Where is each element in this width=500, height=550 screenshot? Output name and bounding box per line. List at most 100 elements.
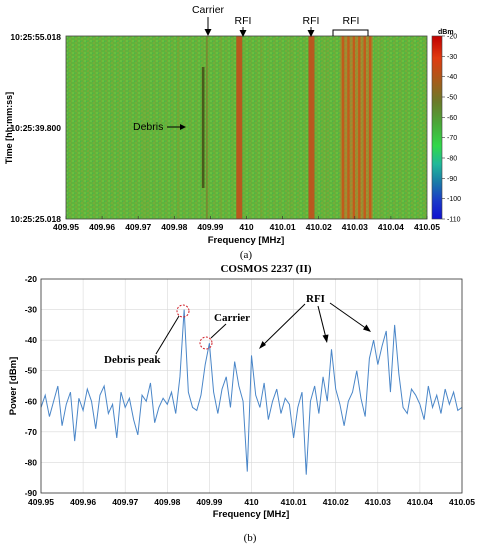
carrier-arrow-head [204, 29, 212, 36]
carrier-circle [199, 336, 213, 350]
spectrum-x-ticks: 409.95 409.96 409.97 409.98 409.99 410 410.01 4… [28, 497, 475, 507]
rfi-arrow-left [261, 303, 306, 347]
spectrum-frame [40, 278, 463, 494]
colorbar-tick-label: -90 [447, 176, 457, 183]
colorbar-tick-label: -20 [447, 34, 457, 41]
waterfall-x-tick-label: 409.97 [125, 222, 151, 232]
waterfall-panel: 409.95 409.96 409.97 409.98 409.99 410 410.01 4… [4, 4, 461, 261]
rfi-bracket [332, 29, 369, 36]
spectrum-y-tick-label: -60 [25, 396, 38, 406]
waterfall-streak [288, 36, 291, 219]
rfi-band [236, 36, 243, 219]
rfi-arrow-head-2 [307, 30, 315, 37]
rfi-arrow-right [329, 302, 368, 330]
waterfall-y-axis-label: Time [hh:mm:ss] [4, 92, 14, 164]
spectrum-panel: COSMOS 2237 (II) 409.95 409.96 409.97 409.9… [8, 263, 475, 544]
rfi-band-line [368, 36, 372, 219]
colorbar-tick-label: -100 [447, 196, 461, 203]
rfi-arrow-right-head [363, 324, 371, 332]
spectrum-y-axis-label: Power [dBm] [8, 357, 19, 416]
rfi-band-line [358, 36, 361, 219]
debris-label: Debris [133, 121, 163, 133]
colorbar-ticks: -20 -30 -40 -50 -60 -70 -80 -90 -100 -110 [442, 34, 461, 224]
debris-arrow-head [180, 124, 186, 130]
rfi-label-3: RFI [343, 15, 360, 27]
spectrum-y-tick-label: -80 [25, 457, 38, 467]
spectrum-y-tick-label: -50 [25, 366, 38, 376]
carrier-annotation-arrow [210, 323, 227, 339]
colorbar-tick-label: -50 [447, 95, 457, 102]
rfi-label-1: RFI [235, 15, 252, 27]
time-tick-bottom: 10:25:25.018 [10, 214, 61, 224]
spectrum-x-tick-label: 410.02 [323, 497, 349, 507]
rfi-annotation-label: RFI [306, 293, 325, 305]
waterfall-streak [144, 36, 147, 219]
spectrum-x-tick-label: 410.01 [281, 497, 307, 507]
carrier-band [205, 36, 208, 219]
spectrum-x-tick-label: 409.95 [28, 497, 54, 507]
carrier-label: Carrier [192, 4, 225, 16]
spectrum-x-axis-label: Frequency [MHz] [213, 509, 290, 520]
colorbar-unit: dBm [438, 29, 454, 36]
waterfall-x-axis-label: Frequency [MHz] [208, 235, 285, 246]
rfi-arrow-left-head [259, 341, 266, 349]
time-tick-middle: 10:25:39.800 [10, 123, 61, 133]
rfi-arrow-middle-head [322, 334, 329, 343]
spectrum-y-tick-label: -70 [25, 427, 38, 437]
spectrum-x-tick-label: 409.98 [154, 497, 180, 507]
spectrum-y-ticks: -20 -30 -40 -50 -60 -70 -80 -90 [25, 274, 38, 498]
debris-peak-arrow [155, 315, 180, 355]
panel-b-caption: (b) [244, 532, 257, 544]
carrier-annotation-label: Carrier [214, 312, 250, 324]
debris-trace [201, 67, 205, 188]
waterfall-streak [259, 36, 262, 219]
rfi-band-line [352, 36, 356, 219]
spectrum-y-tick-label: -20 [25, 274, 38, 284]
waterfall-x-tick-label: 410.01 [270, 222, 296, 232]
waterfall-x-tick-label: 410.05 [414, 222, 440, 232]
waterfall-x-tick-label: 409.96 [89, 222, 115, 232]
waterfall-x-ticks: 409.95 409.96 409.97 409.98 409.99 410 410.01 4… [53, 216, 440, 232]
spectrum-x-tick-label: 409.97 [112, 497, 138, 507]
panel-a-caption: (a) [240, 249, 253, 261]
colorbar-tick-label: -110 [447, 217, 461, 224]
waterfall-x-tick-label: 409.98 [161, 222, 187, 232]
time-tick-top: 10:25:55.018 [10, 32, 61, 42]
waterfall-streak [220, 36, 223, 219]
waterfall-streak [379, 36, 382, 219]
spectrum-y-tick-label: -40 [25, 335, 38, 345]
colorbar-tick-label: -80 [447, 156, 457, 163]
debris-peak-label: Debris peak [104, 354, 161, 366]
spectrum-line [40, 309, 463, 475]
spectrum-x-tick-label: 409.99 [196, 497, 222, 507]
rfi-band-line [363, 36, 366, 219]
rfi-label-2: RFI [303, 15, 320, 27]
waterfall-x-tick-label: 410.02 [306, 222, 332, 232]
waterfall-bands [144, 36, 382, 219]
colorbar-tick-label: -40 [447, 74, 457, 81]
spectrum-x-tick-label: 410.05 [449, 497, 475, 507]
colorbar-tick-label: -30 [447, 54, 457, 61]
colorbar-tick-label: -70 [447, 135, 457, 142]
colorbar [431, 35, 443, 220]
waterfall-x-tick-label: 410.04 [378, 222, 404, 232]
spectrum-x-tick-label: 410.04 [407, 497, 433, 507]
colorbar-tick-label: -60 [447, 115, 457, 122]
waterfall-x-tick-label: 410.03 [342, 222, 368, 232]
rfi-arrow-middle [317, 305, 327, 339]
waterfall-x-tick-label: 410 [239, 222, 253, 232]
debris-peak-circle [176, 304, 190, 318]
rfi-arrow-head-1 [239, 30, 247, 37]
waterfall-x-tick-label: 409.95 [53, 222, 79, 232]
waterfall-streak [324, 36, 327, 219]
waterfall-image [66, 36, 427, 219]
spectrum-x-tick-label: 410 [244, 497, 258, 507]
rfi-band-line [341, 36, 345, 219]
spectrum-y-tick-label: -30 [25, 305, 38, 315]
spectrum-title: COSMOS 2237 (II) [220, 263, 311, 275]
spectrum-x-tick-label: 409.96 [70, 497, 96, 507]
rfi-band [308, 36, 315, 219]
rfi-band-line [347, 36, 350, 219]
spectrum-y-tick-label: -90 [25, 488, 38, 498]
